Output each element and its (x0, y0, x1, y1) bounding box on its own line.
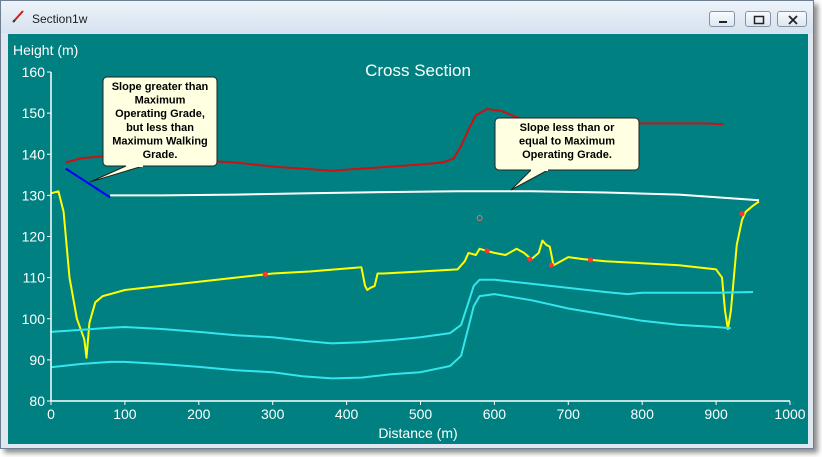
y-tick-label-160: 160 (22, 64, 46, 80)
data-marker-6 (476, 214, 483, 221)
x-tick-label-200: 200 (187, 406, 211, 422)
x-tick-label-800: 800 (631, 406, 655, 422)
x-tick-label-600: 600 (483, 406, 507, 422)
series-line-2 (110, 190, 760, 202)
y-axis-label: Height (m) (13, 42, 78, 58)
y-tick-label-130: 130 (22, 187, 46, 203)
x-tick-label-500: 500 (409, 406, 433, 422)
y-tick-label-100: 100 (22, 311, 46, 327)
callout-text-line: Slope less than or (520, 122, 615, 134)
close-button[interactable] (777, 11, 807, 27)
callout-1: Slope less than or equal to Maximum Operat… (494, 117, 640, 191)
axes: 0 100 200 300 400 500 600 700 800 900 1000 80 90 100 1… (22, 64, 806, 422)
callout-text-0: Slope greater than Maximum Operating Grade… (112, 81, 209, 161)
callout-text-line: Maximum Walking (112, 135, 208, 147)
data-marker-3 (548, 262, 554, 268)
data-marker-2 (527, 256, 533, 262)
x-tick-label-0: 0 (47, 406, 55, 422)
callout-text-1: Slope less than or equal to Maximum Operat… (519, 122, 615, 161)
minimize-icon (719, 21, 727, 23)
series-line-0 (50, 190, 760, 359)
callout-box-0 (102, 76, 218, 167)
chart-area: 0 100 200 300 400 500 600 700 800 900 1000 80 90 100 1… (8, 34, 808, 444)
callout-text-line: Slope greater than (112, 81, 209, 93)
x-tick-label-700: 700 (557, 406, 581, 422)
callout-text-line: but less than (126, 122, 194, 134)
x-tick-label-900: 900 (704, 406, 728, 422)
callout-tail-1 (510, 169, 549, 191)
series-line-5 (50, 293, 731, 380)
data-marker-4 (587, 257, 593, 263)
title-bar[interactable]: Section1w (1, 1, 813, 33)
x-axis-label: Distance (m) (378, 425, 457, 441)
app-window: Section1w 0 100 200 300 400 500 600 700 800 900 10… (0, 0, 814, 449)
y-tick-label-80: 80 (29, 393, 45, 409)
x-tick-label-1000: 1000 (774, 406, 805, 422)
callout-box-1 (494, 117, 640, 171)
x-tick-label-400: 400 (335, 406, 359, 422)
callout-text-line: Maximum (135, 95, 186, 107)
data-marker-5 (739, 211, 745, 217)
maximize-icon (753, 15, 765, 25)
window-title: Section1w (32, 12, 88, 26)
y-tick-label-140: 140 (22, 146, 46, 162)
x-tick-label-100: 100 (113, 406, 137, 422)
y-tick-label-120: 120 (22, 229, 46, 245)
data-marker-0 (262, 271, 268, 277)
cross-section-chart: 0 100 200 300 400 500 600 700 800 900 1000 80 90 100 1… (13, 42, 806, 441)
chart-title: Cross Section (365, 61, 471, 80)
callout-text-line: equal to Maximum (519, 136, 615, 148)
callout-text-line: Grade. (143, 149, 178, 161)
callout-tail-0 (89, 165, 144, 183)
y-tick-label-150: 150 (22, 105, 46, 121)
callout-0: Slope greater than Maximum Operating Grade… (89, 76, 218, 183)
pencil-icon (12, 10, 24, 23)
y-tick-label-90: 90 (29, 352, 45, 368)
close-icon (788, 15, 798, 25)
minimize-button[interactable] (709, 11, 735, 27)
callout-text-line: Operating Grade. (522, 149, 612, 161)
x-tick-label-300: 300 (261, 406, 285, 422)
data-marker-1 (484, 248, 490, 254)
series-line-3 (65, 167, 111, 199)
series-line-4 (50, 278, 754, 345)
callout-text-line: Operating Grade, (115, 108, 205, 120)
maximize-button[interactable] (745, 11, 771, 27)
y-tick-label-110: 110 (23, 270, 46, 286)
